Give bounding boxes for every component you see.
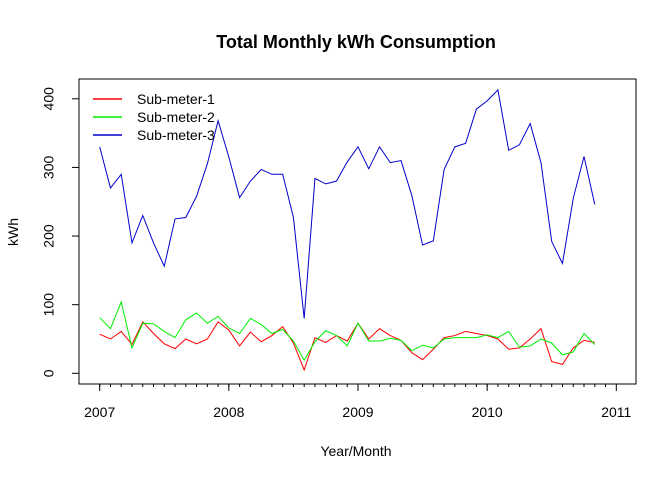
x-tick-label: 2008 bbox=[213, 404, 244, 420]
y-tick-label: 0 bbox=[41, 369, 57, 377]
chart-title: Total Monthly kWh Consumption bbox=[216, 32, 496, 52]
x-axis: 2007 2008 2009 2010 2011 bbox=[84, 383, 632, 420]
x-tick-label: 2009 bbox=[342, 404, 373, 420]
x-tick-label: 2007 bbox=[84, 404, 115, 420]
y-axis-label: kWh bbox=[5, 218, 21, 246]
x-axis-label: Year/Month bbox=[320, 443, 391, 459]
series-line-sub-meter-3 bbox=[99, 88, 596, 319]
legend-label-sub-meter-2: Sub-meter-2 bbox=[137, 109, 215, 125]
y-tick-label: 100 bbox=[41, 293, 57, 317]
y-tick-label: 200 bbox=[41, 224, 57, 248]
y-tick-label: 300 bbox=[41, 156, 57, 180]
series-lines bbox=[99, 88, 596, 372]
y-tick-label: 400 bbox=[41, 87, 57, 111]
y-axis: 0 100 200 300 400 bbox=[41, 87, 80, 377]
x-tick-label: 2011 bbox=[601, 404, 631, 420]
series-line-sub-meter-1 bbox=[99, 320, 595, 372]
x-tick-label: 2010 bbox=[472, 404, 503, 420]
series-line-sub-meter-2 bbox=[99, 300, 596, 362]
legend-label-sub-meter-1: Sub-meter-1 bbox=[137, 91, 215, 107]
legend: Sub-meter-1 Sub-meter-2 Sub-meter-3 bbox=[93, 91, 215, 143]
legend-label-sub-meter-3: Sub-meter-3 bbox=[137, 127, 215, 143]
